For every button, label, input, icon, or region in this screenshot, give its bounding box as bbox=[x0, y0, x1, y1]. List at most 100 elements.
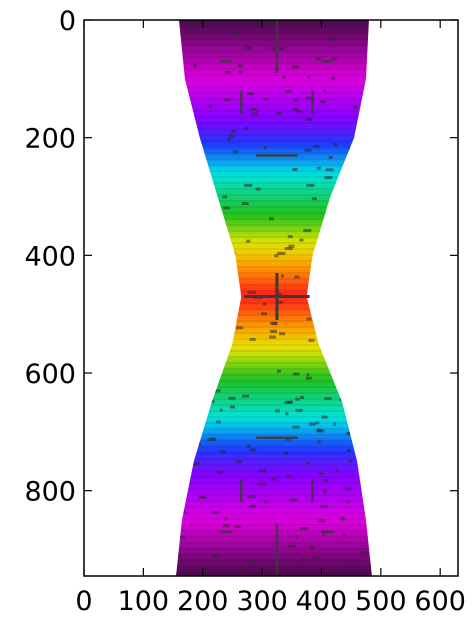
speckle bbox=[222, 195, 228, 199]
speckle bbox=[263, 97, 268, 101]
stripe-line bbox=[176, 470, 372, 472]
stripe-line bbox=[176, 158, 372, 160]
speckle bbox=[263, 302, 266, 306]
speckle bbox=[306, 373, 310, 377]
stripe-line bbox=[176, 380, 372, 382]
speckle bbox=[306, 317, 312, 321]
speckle bbox=[276, 292, 282, 296]
speckle bbox=[313, 556, 321, 560]
stripe-line bbox=[176, 242, 372, 244]
speckle bbox=[284, 247, 293, 251]
speckle bbox=[295, 397, 300, 401]
x-axis: 0 100 200 300 400 500 600 bbox=[75, 20, 466, 617]
stripe-line bbox=[176, 458, 372, 460]
speckle bbox=[281, 274, 284, 278]
speckle bbox=[292, 168, 298, 172]
speckle bbox=[234, 524, 242, 528]
speckle bbox=[223, 98, 231, 102]
speckle bbox=[315, 421, 320, 425]
stripe-line bbox=[176, 176, 372, 178]
speckle bbox=[304, 148, 312, 152]
speckle bbox=[237, 567, 242, 571]
stripe-line bbox=[176, 524, 372, 526]
stripe-line bbox=[176, 404, 372, 406]
speckle bbox=[232, 32, 239, 35]
speckle bbox=[246, 444, 251, 448]
x-tick-label: 500 bbox=[355, 586, 407, 617]
stripe-line bbox=[176, 260, 372, 262]
speckle bbox=[236, 460, 243, 464]
plot-frame bbox=[83, 19, 459, 577]
speckle bbox=[282, 76, 286, 80]
speckle bbox=[295, 535, 298, 539]
speckle bbox=[251, 112, 258, 116]
speckle bbox=[287, 544, 296, 548]
speckle bbox=[179, 535, 186, 539]
speckle bbox=[269, 335, 277, 339]
stripe-line bbox=[176, 362, 372, 364]
stripe-line bbox=[176, 272, 372, 274]
speckle bbox=[212, 553, 219, 557]
speckle bbox=[267, 21, 275, 25]
stripe-line bbox=[176, 182, 372, 184]
stripe-line bbox=[176, 44, 372, 46]
stripe-line bbox=[176, 332, 372, 334]
stripe-line bbox=[176, 506, 372, 508]
marker-lines bbox=[220, 20, 334, 576]
speckle bbox=[195, 461, 200, 465]
speckle bbox=[297, 109, 302, 113]
speckle bbox=[241, 202, 249, 205]
stripe-line bbox=[176, 344, 372, 346]
speckle bbox=[333, 422, 337, 426]
speckle bbox=[294, 275, 300, 279]
speckle bbox=[300, 396, 304, 399]
speckle bbox=[317, 440, 321, 444]
speckle bbox=[311, 197, 317, 201]
stripe-line bbox=[176, 308, 372, 310]
stripe-line bbox=[176, 440, 372, 442]
stripe-line bbox=[176, 224, 372, 226]
speckle bbox=[284, 401, 292, 404]
speckle bbox=[315, 57, 321, 61]
speckle bbox=[258, 20, 263, 24]
speckle bbox=[270, 329, 277, 333]
speckle bbox=[268, 217, 274, 221]
speckle bbox=[211, 437, 217, 441]
stripe-line bbox=[176, 188, 372, 190]
stripe-line bbox=[176, 152, 372, 154]
stripe-line bbox=[176, 26, 372, 28]
speckle bbox=[332, 57, 338, 61]
speckle bbox=[274, 254, 279, 258]
speckle bbox=[249, 504, 256, 508]
stripe-line bbox=[176, 500, 372, 502]
speckle bbox=[331, 76, 336, 80]
speckle bbox=[246, 239, 251, 243]
speckle bbox=[287, 235, 293, 239]
speckle bbox=[236, 326, 244, 330]
speckle bbox=[276, 112, 282, 115]
speckle bbox=[285, 437, 292, 441]
speckle bbox=[219, 408, 223, 412]
speckle bbox=[249, 448, 257, 452]
speckle bbox=[288, 498, 297, 502]
speckle bbox=[293, 108, 299, 111]
speckle bbox=[360, 551, 367, 555]
stripe-line bbox=[176, 110, 372, 112]
speckle bbox=[250, 559, 256, 563]
speckle bbox=[245, 46, 252, 50]
speckle bbox=[342, 533, 346, 537]
speckle bbox=[303, 229, 312, 233]
speckle bbox=[270, 46, 276, 50]
stripe-line bbox=[176, 284, 372, 286]
speckle bbox=[300, 527, 308, 531]
speckle bbox=[324, 397, 332, 401]
speckle bbox=[293, 372, 300, 376]
speckle bbox=[306, 183, 315, 187]
stripe-line bbox=[176, 488, 372, 490]
stripe-line bbox=[176, 356, 372, 358]
speckle bbox=[279, 332, 286, 336]
stripe-line bbox=[176, 56, 372, 58]
stripe-line bbox=[176, 302, 372, 304]
y-tick-label: 0 bbox=[59, 6, 76, 37]
speckle bbox=[247, 290, 256, 294]
